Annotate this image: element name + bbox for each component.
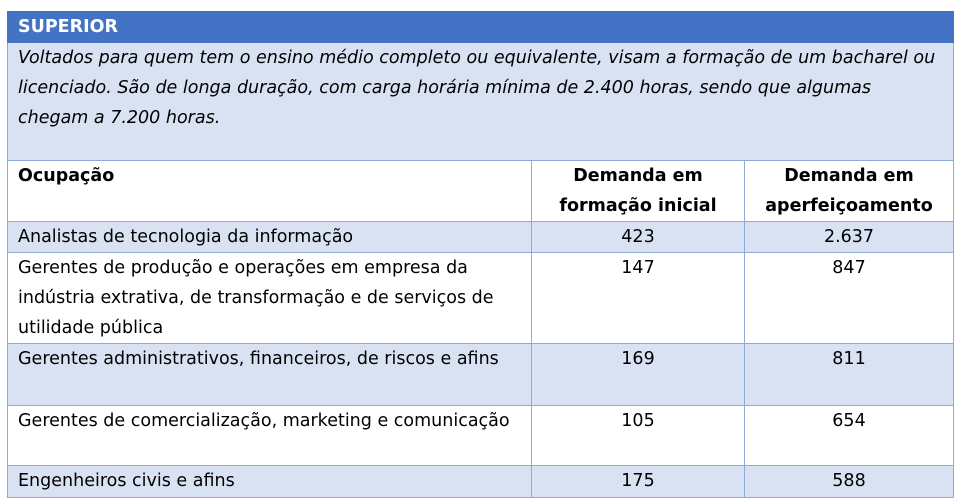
cell-ocupacao: Analistas de tecnologia da informação bbox=[7, 221, 532, 253]
cell-inicial: 105 bbox=[531, 405, 745, 466]
column-header-inicial: Demanda em formação inicial bbox=[531, 160, 745, 222]
cell-inicial: 423 bbox=[531, 221, 745, 253]
cell-aperfeicoamento: 811 bbox=[744, 343, 954, 406]
cell-inicial: 147 bbox=[531, 252, 745, 344]
table-row: Gerentes de produção e operações em empr… bbox=[7, 252, 954, 344]
column-header-ocupacao: Ocupação bbox=[7, 160, 532, 222]
section-title: SUPERIOR bbox=[7, 11, 954, 43]
cell-ocupacao: Gerentes de produção e operações em empr… bbox=[7, 252, 532, 344]
demand-table: SUPERIOR Voltados para quem tem o ensino… bbox=[7, 11, 954, 498]
cell-ocupacao: Gerentes de comercialização, marketing e… bbox=[7, 405, 532, 466]
table-row: Gerentes de comercialização, marketing e… bbox=[7, 405, 954, 466]
cell-aperfeicoamento: 2.637 bbox=[744, 221, 954, 253]
section-description: Voltados para quem tem o ensino médio co… bbox=[7, 42, 954, 161]
table-row: Analistas de tecnologia da informação 42… bbox=[7, 221, 954, 253]
column-header-aperfeicoamento: Demanda em aperfeiçoamento bbox=[744, 160, 954, 222]
table-row: Gerentes administrativos, financeiros, d… bbox=[7, 343, 954, 406]
cell-inicial: 175 bbox=[531, 465, 745, 498]
cell-ocupacao: Gerentes administrativos, financeiros, d… bbox=[7, 343, 532, 406]
cell-ocupacao: Engenheiros civis e afins bbox=[7, 465, 532, 498]
cell-aperfeicoamento: 588 bbox=[744, 465, 954, 498]
cell-aperfeicoamento: 654 bbox=[744, 405, 954, 466]
cell-inicial: 169 bbox=[531, 343, 745, 406]
table-row: Engenheiros civis e afins 175 588 bbox=[7, 465, 954, 498]
column-header-row: Ocupação Demanda em formação inicial Dem… bbox=[7, 160, 954, 222]
cell-aperfeicoamento: 847 bbox=[744, 252, 954, 344]
